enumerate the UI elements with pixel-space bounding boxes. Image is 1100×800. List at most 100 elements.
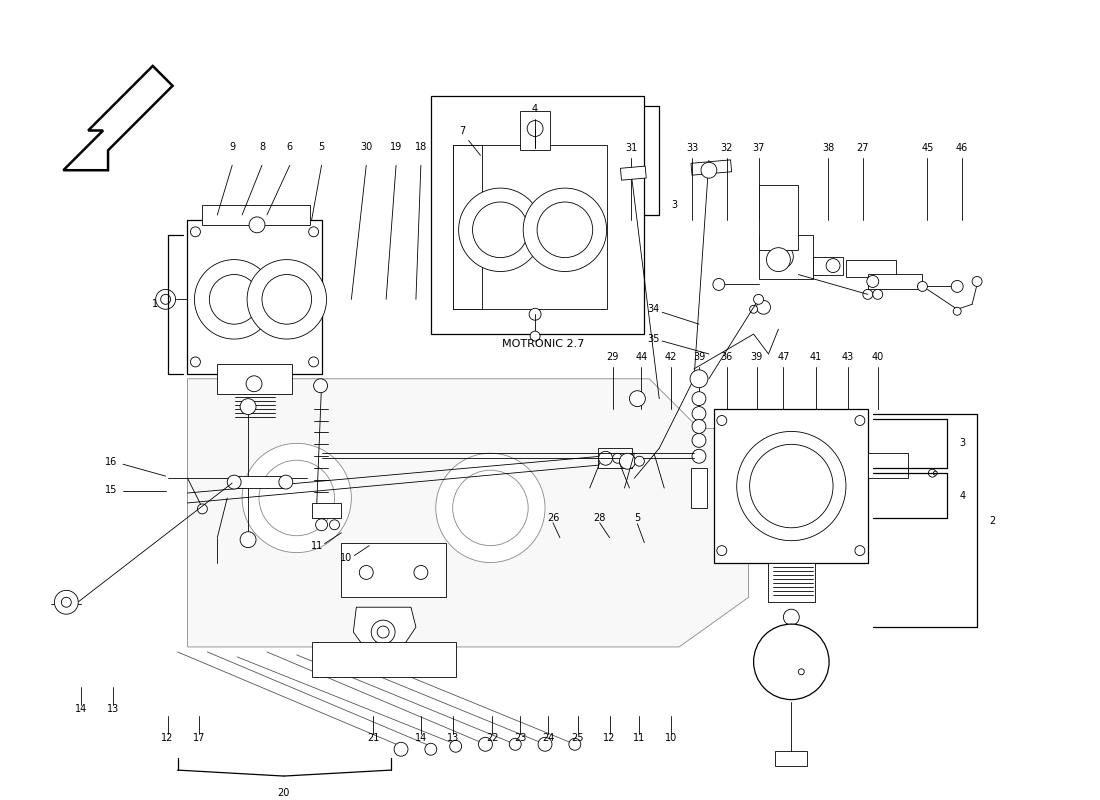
Text: 12: 12 <box>604 734 616 743</box>
Bar <box>520 110 550 150</box>
Bar <box>453 146 483 310</box>
Circle shape <box>690 370 708 388</box>
Text: 22: 22 <box>486 734 498 743</box>
Circle shape <box>509 738 521 750</box>
Circle shape <box>934 471 937 475</box>
Circle shape <box>613 454 623 463</box>
Text: 5: 5 <box>318 142 324 152</box>
Circle shape <box>459 188 542 271</box>
Circle shape <box>473 202 528 258</box>
Circle shape <box>394 742 408 756</box>
Circle shape <box>701 162 717 178</box>
Circle shape <box>537 202 593 258</box>
Circle shape <box>436 454 544 562</box>
Circle shape <box>309 227 319 237</box>
Bar <box>846 260 895 278</box>
Text: 19: 19 <box>389 142 403 152</box>
Bar <box>691 468 707 508</box>
Circle shape <box>453 470 528 546</box>
Circle shape <box>249 217 265 233</box>
Bar <box>813 257 843 274</box>
Text: 46: 46 <box>956 143 968 154</box>
Text: 4: 4 <box>959 491 965 501</box>
Text: 5: 5 <box>635 513 640 523</box>
Bar <box>431 96 645 334</box>
Text: 25: 25 <box>572 734 584 743</box>
Text: 27: 27 <box>857 143 869 154</box>
Circle shape <box>692 419 706 434</box>
Bar <box>691 160 732 175</box>
Text: 6: 6 <box>287 142 293 152</box>
Text: 7: 7 <box>460 126 465 135</box>
Circle shape <box>62 598 72 607</box>
Text: 23: 23 <box>514 734 527 743</box>
Circle shape <box>569 738 581 750</box>
Text: 29: 29 <box>606 352 619 362</box>
Text: 45: 45 <box>921 143 934 154</box>
Text: 16: 16 <box>104 458 117 467</box>
Circle shape <box>598 451 613 465</box>
Text: 14: 14 <box>415 734 427 743</box>
Circle shape <box>717 415 727 426</box>
Bar <box>453 146 606 310</box>
Circle shape <box>635 456 645 466</box>
Circle shape <box>414 566 428 579</box>
Circle shape <box>629 390 646 406</box>
Polygon shape <box>353 607 416 657</box>
Circle shape <box>855 546 865 555</box>
Circle shape <box>530 331 540 341</box>
Bar <box>759 234 813 279</box>
Text: 35: 35 <box>647 334 659 344</box>
Text: 3: 3 <box>671 200 678 210</box>
Text: 2: 2 <box>989 516 996 526</box>
Circle shape <box>529 308 541 320</box>
Text: 32: 32 <box>720 143 733 154</box>
Bar <box>341 542 446 598</box>
Circle shape <box>737 431 846 541</box>
Circle shape <box>767 248 790 271</box>
Bar <box>769 562 815 602</box>
Text: 21: 21 <box>367 734 380 743</box>
Bar <box>311 503 341 518</box>
Circle shape <box>360 566 373 579</box>
Circle shape <box>371 620 395 644</box>
Circle shape <box>190 357 200 367</box>
Circle shape <box>309 357 319 367</box>
Circle shape <box>195 260 274 339</box>
Text: 26: 26 <box>547 513 559 523</box>
Text: 24: 24 <box>542 734 554 743</box>
Text: 39: 39 <box>750 352 762 362</box>
Text: 34: 34 <box>647 304 659 314</box>
Circle shape <box>754 294 763 304</box>
Bar <box>187 220 321 374</box>
Circle shape <box>240 532 256 548</box>
Circle shape <box>450 740 462 752</box>
Text: 43: 43 <box>842 352 854 362</box>
Text: 1: 1 <box>152 299 157 310</box>
Text: 11: 11 <box>634 734 646 743</box>
Circle shape <box>717 546 727 555</box>
Circle shape <box>54 590 78 614</box>
Circle shape <box>246 376 262 392</box>
Text: 33: 33 <box>686 143 698 154</box>
Circle shape <box>425 743 437 755</box>
Bar <box>597 448 632 468</box>
Circle shape <box>749 444 833 528</box>
Circle shape <box>197 504 208 514</box>
Text: 37: 37 <box>752 143 764 154</box>
Circle shape <box>783 610 800 625</box>
Circle shape <box>242 443 351 553</box>
Text: 39: 39 <box>693 352 705 362</box>
Text: 4: 4 <box>532 104 538 114</box>
Bar <box>620 166 646 180</box>
Bar <box>776 751 807 766</box>
Circle shape <box>258 460 334 536</box>
Circle shape <box>862 290 872 299</box>
Circle shape <box>240 398 256 414</box>
Circle shape <box>757 300 770 314</box>
Bar <box>714 409 868 562</box>
Bar <box>868 274 923 290</box>
Circle shape <box>161 294 170 304</box>
Circle shape <box>826 258 840 273</box>
Circle shape <box>377 626 389 638</box>
